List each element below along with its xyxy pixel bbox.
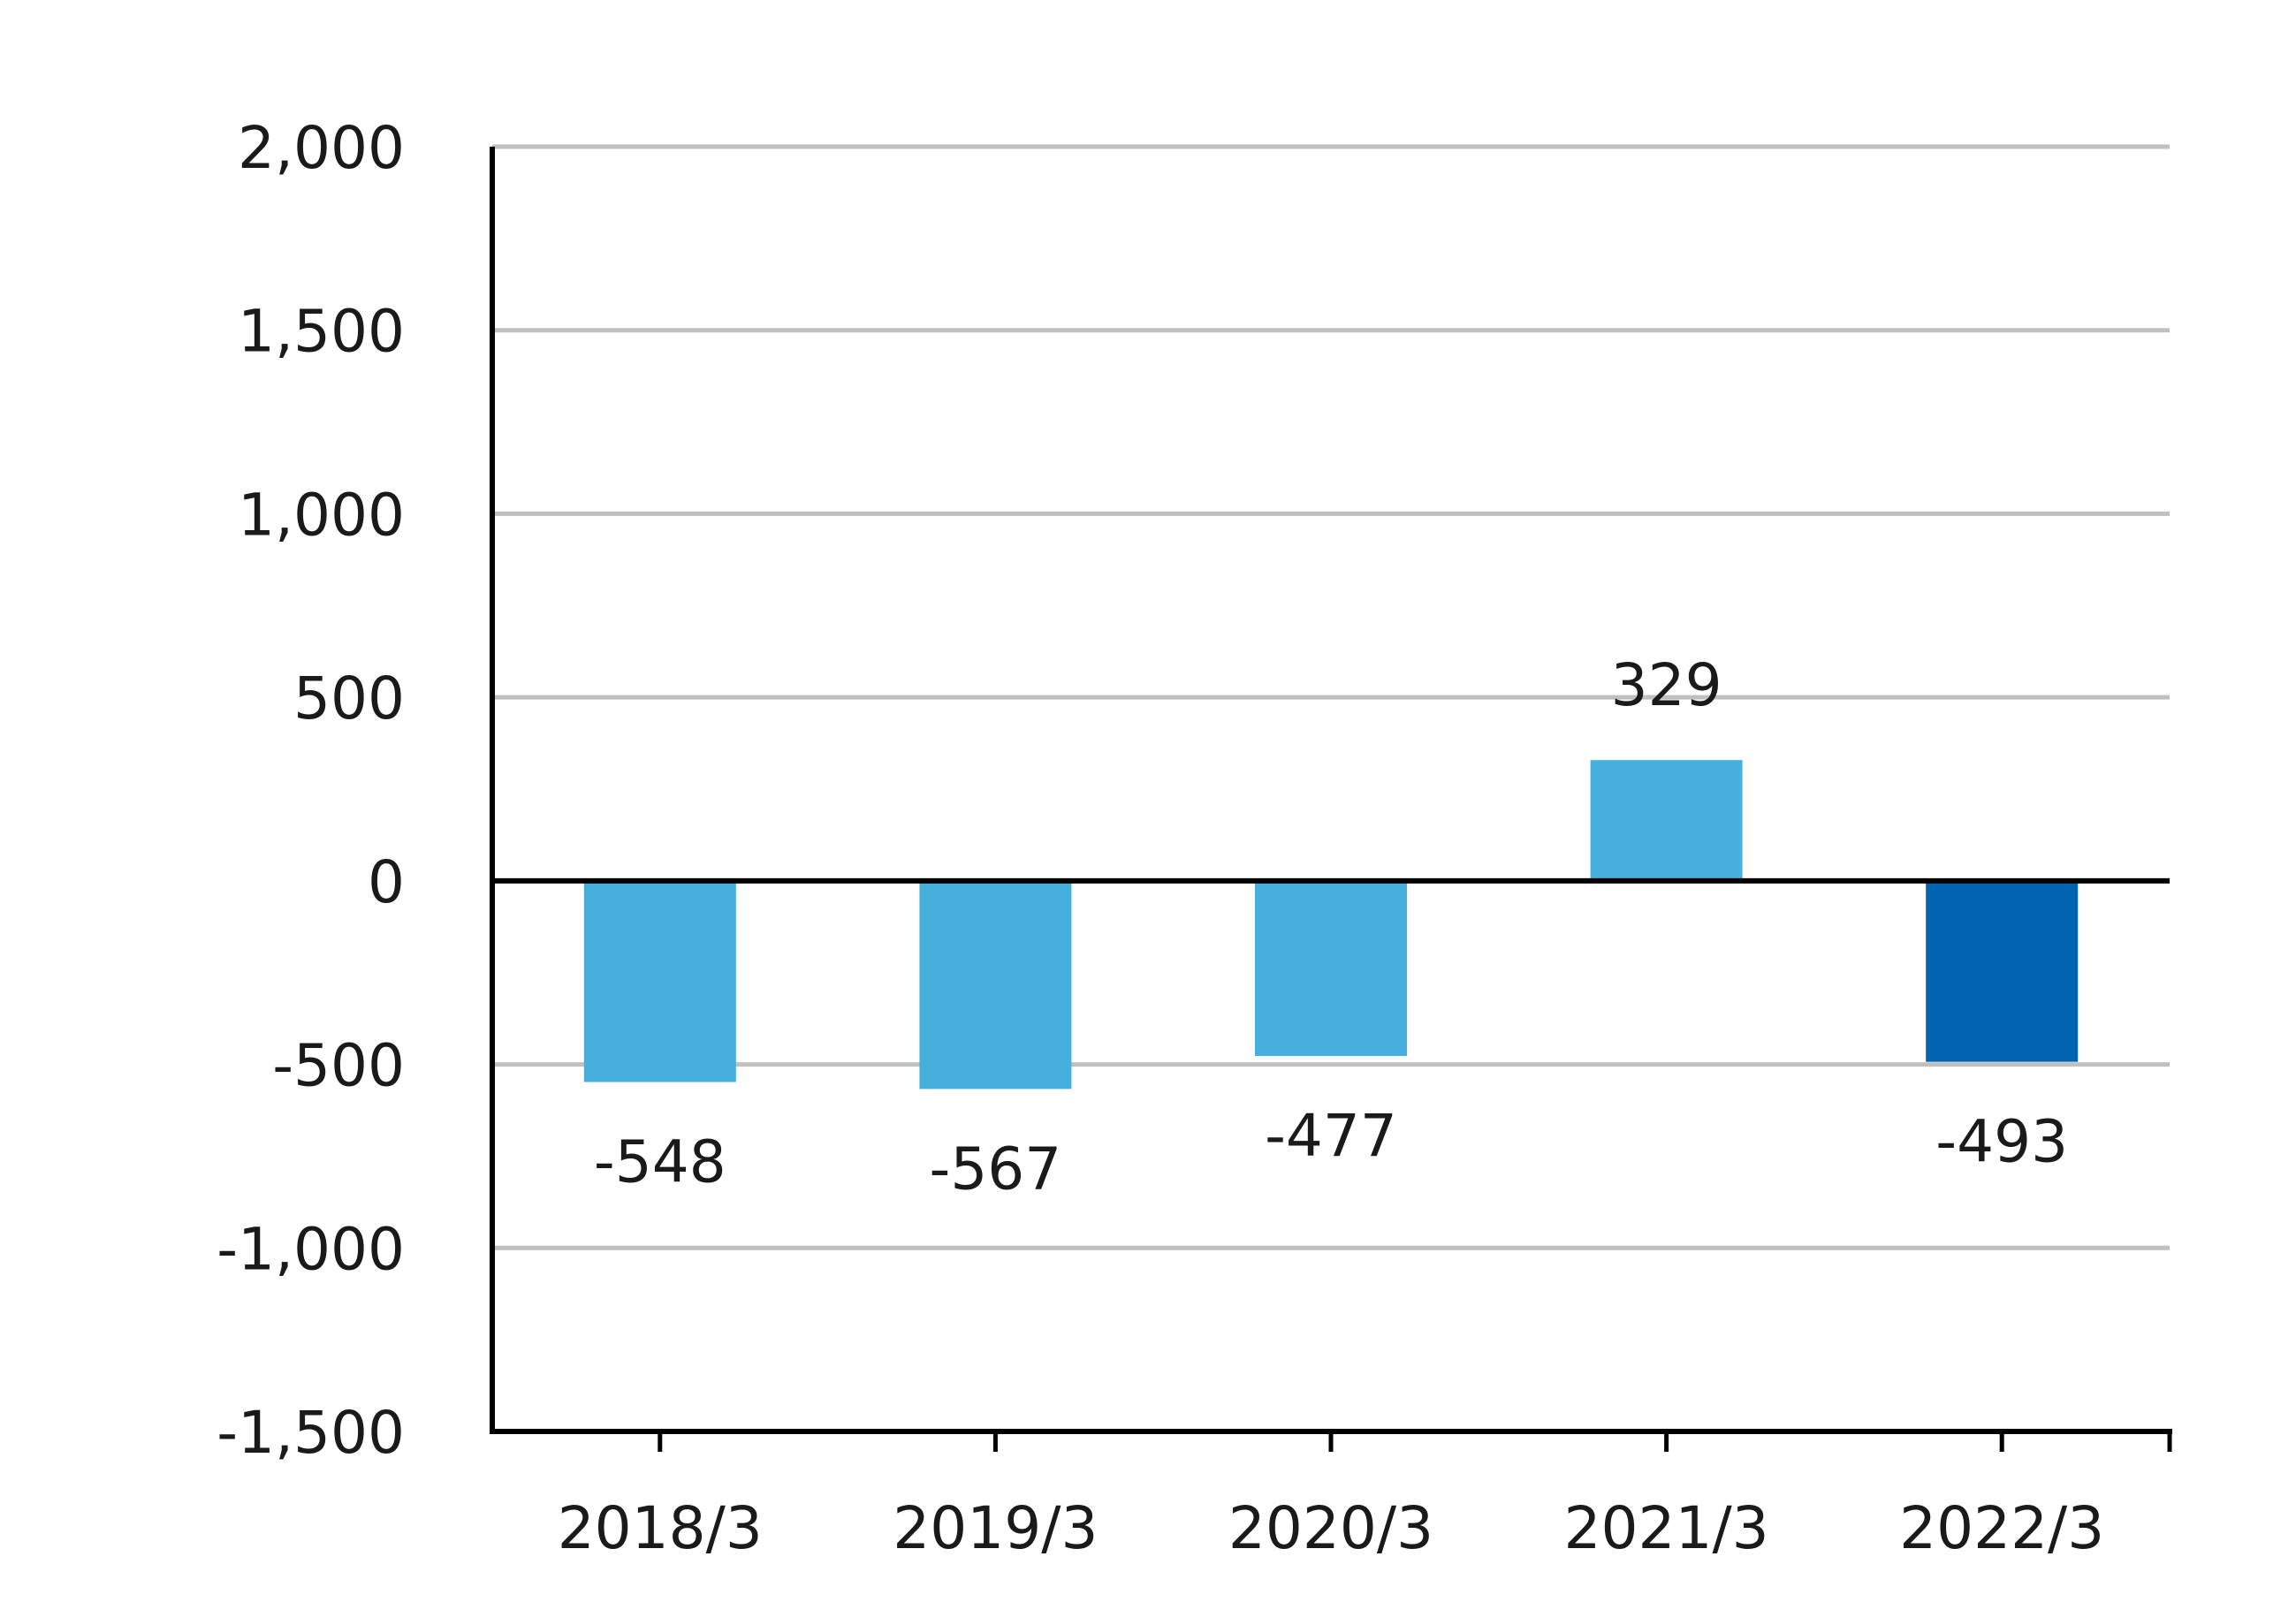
y-tick-label: 0 — [368, 848, 405, 916]
axes — [490, 147, 2172, 1452]
bar-2022-3 — [1926, 880, 2079, 1062]
data-label: -548 — [594, 1128, 726, 1196]
data-label: 329 — [1611, 651, 1722, 719]
x-category-label: 2021/3 — [1563, 1494, 1768, 1562]
x-category-label: 2020/3 — [1228, 1494, 1433, 1562]
y-tick-label: -1,000 — [217, 1215, 405, 1283]
data-label: -567 — [930, 1135, 1062, 1203]
bars — [583, 760, 2079, 1090]
y-tick-label: -500 — [272, 1032, 405, 1100]
data-labels: -548 -567 -477 329 -493 — [594, 651, 2068, 1203]
x-category-label: 2018/3 — [558, 1494, 763, 1562]
x-category-label: 2022/3 — [1899, 1494, 2104, 1562]
y-tick-label: 2,000 — [238, 114, 405, 182]
y-tick-label: 1,500 — [238, 298, 405, 366]
x-category-label: 2019/3 — [893, 1494, 1098, 1562]
data-label: -477 — [1265, 1102, 1397, 1170]
bar-2021-3 — [1590, 760, 1743, 881]
data-label: -493 — [1935, 1108, 2068, 1176]
y-tick-label: -1,500 — [217, 1399, 405, 1467]
y-tick-label: 500 — [293, 664, 405, 733]
x-axis-category-labels: 2018/3 2019/3 2020/3 2021/3 2022/3 — [558, 1494, 2105, 1562]
bar-2020-3 — [1255, 880, 1407, 1057]
gridlines — [492, 144, 2170, 1250]
y-tick-label: 1,000 — [238, 481, 405, 549]
bar-2018-3 — [583, 880, 736, 1082]
y-axis-tick-labels: 2,000 1,500 1,000 500 0 -500 -1,000 -1,500 — [217, 114, 405, 1467]
bar-2019-3 — [919, 880, 1072, 1090]
